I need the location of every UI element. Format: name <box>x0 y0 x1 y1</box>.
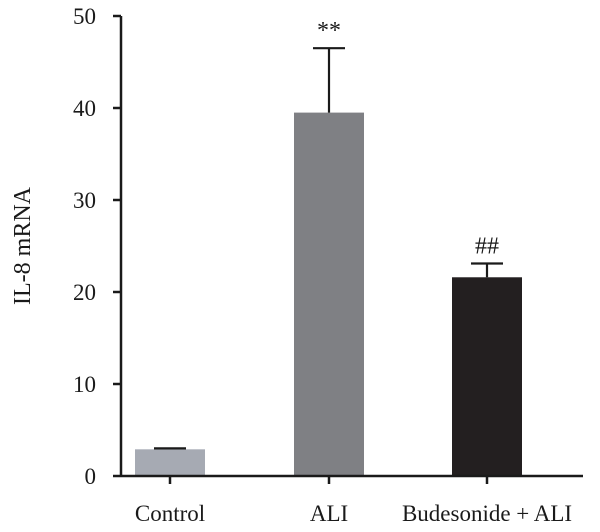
y-tick-label: 0 <box>85 464 97 489</box>
significance-label-ali: ** <box>317 18 341 44</box>
bar-budesonide-ali <box>452 277 522 476</box>
y-tick-label: 10 <box>73 372 96 397</box>
y-tick-label: 30 <box>73 188 96 213</box>
x-tick-label-control: Control <box>135 501 205 526</box>
significance-label-budesonide-ali: ## <box>475 233 499 259</box>
x-tick-label-budesonide-ali: Budesonide + ALI <box>402 501 572 526</box>
axes-layer: Control ALI Budesonide + ALI 0 10 20 30 40 50 <box>73 4 583 526</box>
y-tick-label: 50 <box>73 4 96 29</box>
y-tick-label: 20 <box>73 280 96 305</box>
bar-control <box>135 449 205 476</box>
bar-ali <box>294 112 364 476</box>
x-tick-label-ali: ALI <box>310 501 348 526</box>
y-tick-label: 40 <box>73 96 96 121</box>
bars-layer: ** ## <box>135 18 522 476</box>
y-axis-title: IL-8 mRNA <box>10 186 36 305</box>
